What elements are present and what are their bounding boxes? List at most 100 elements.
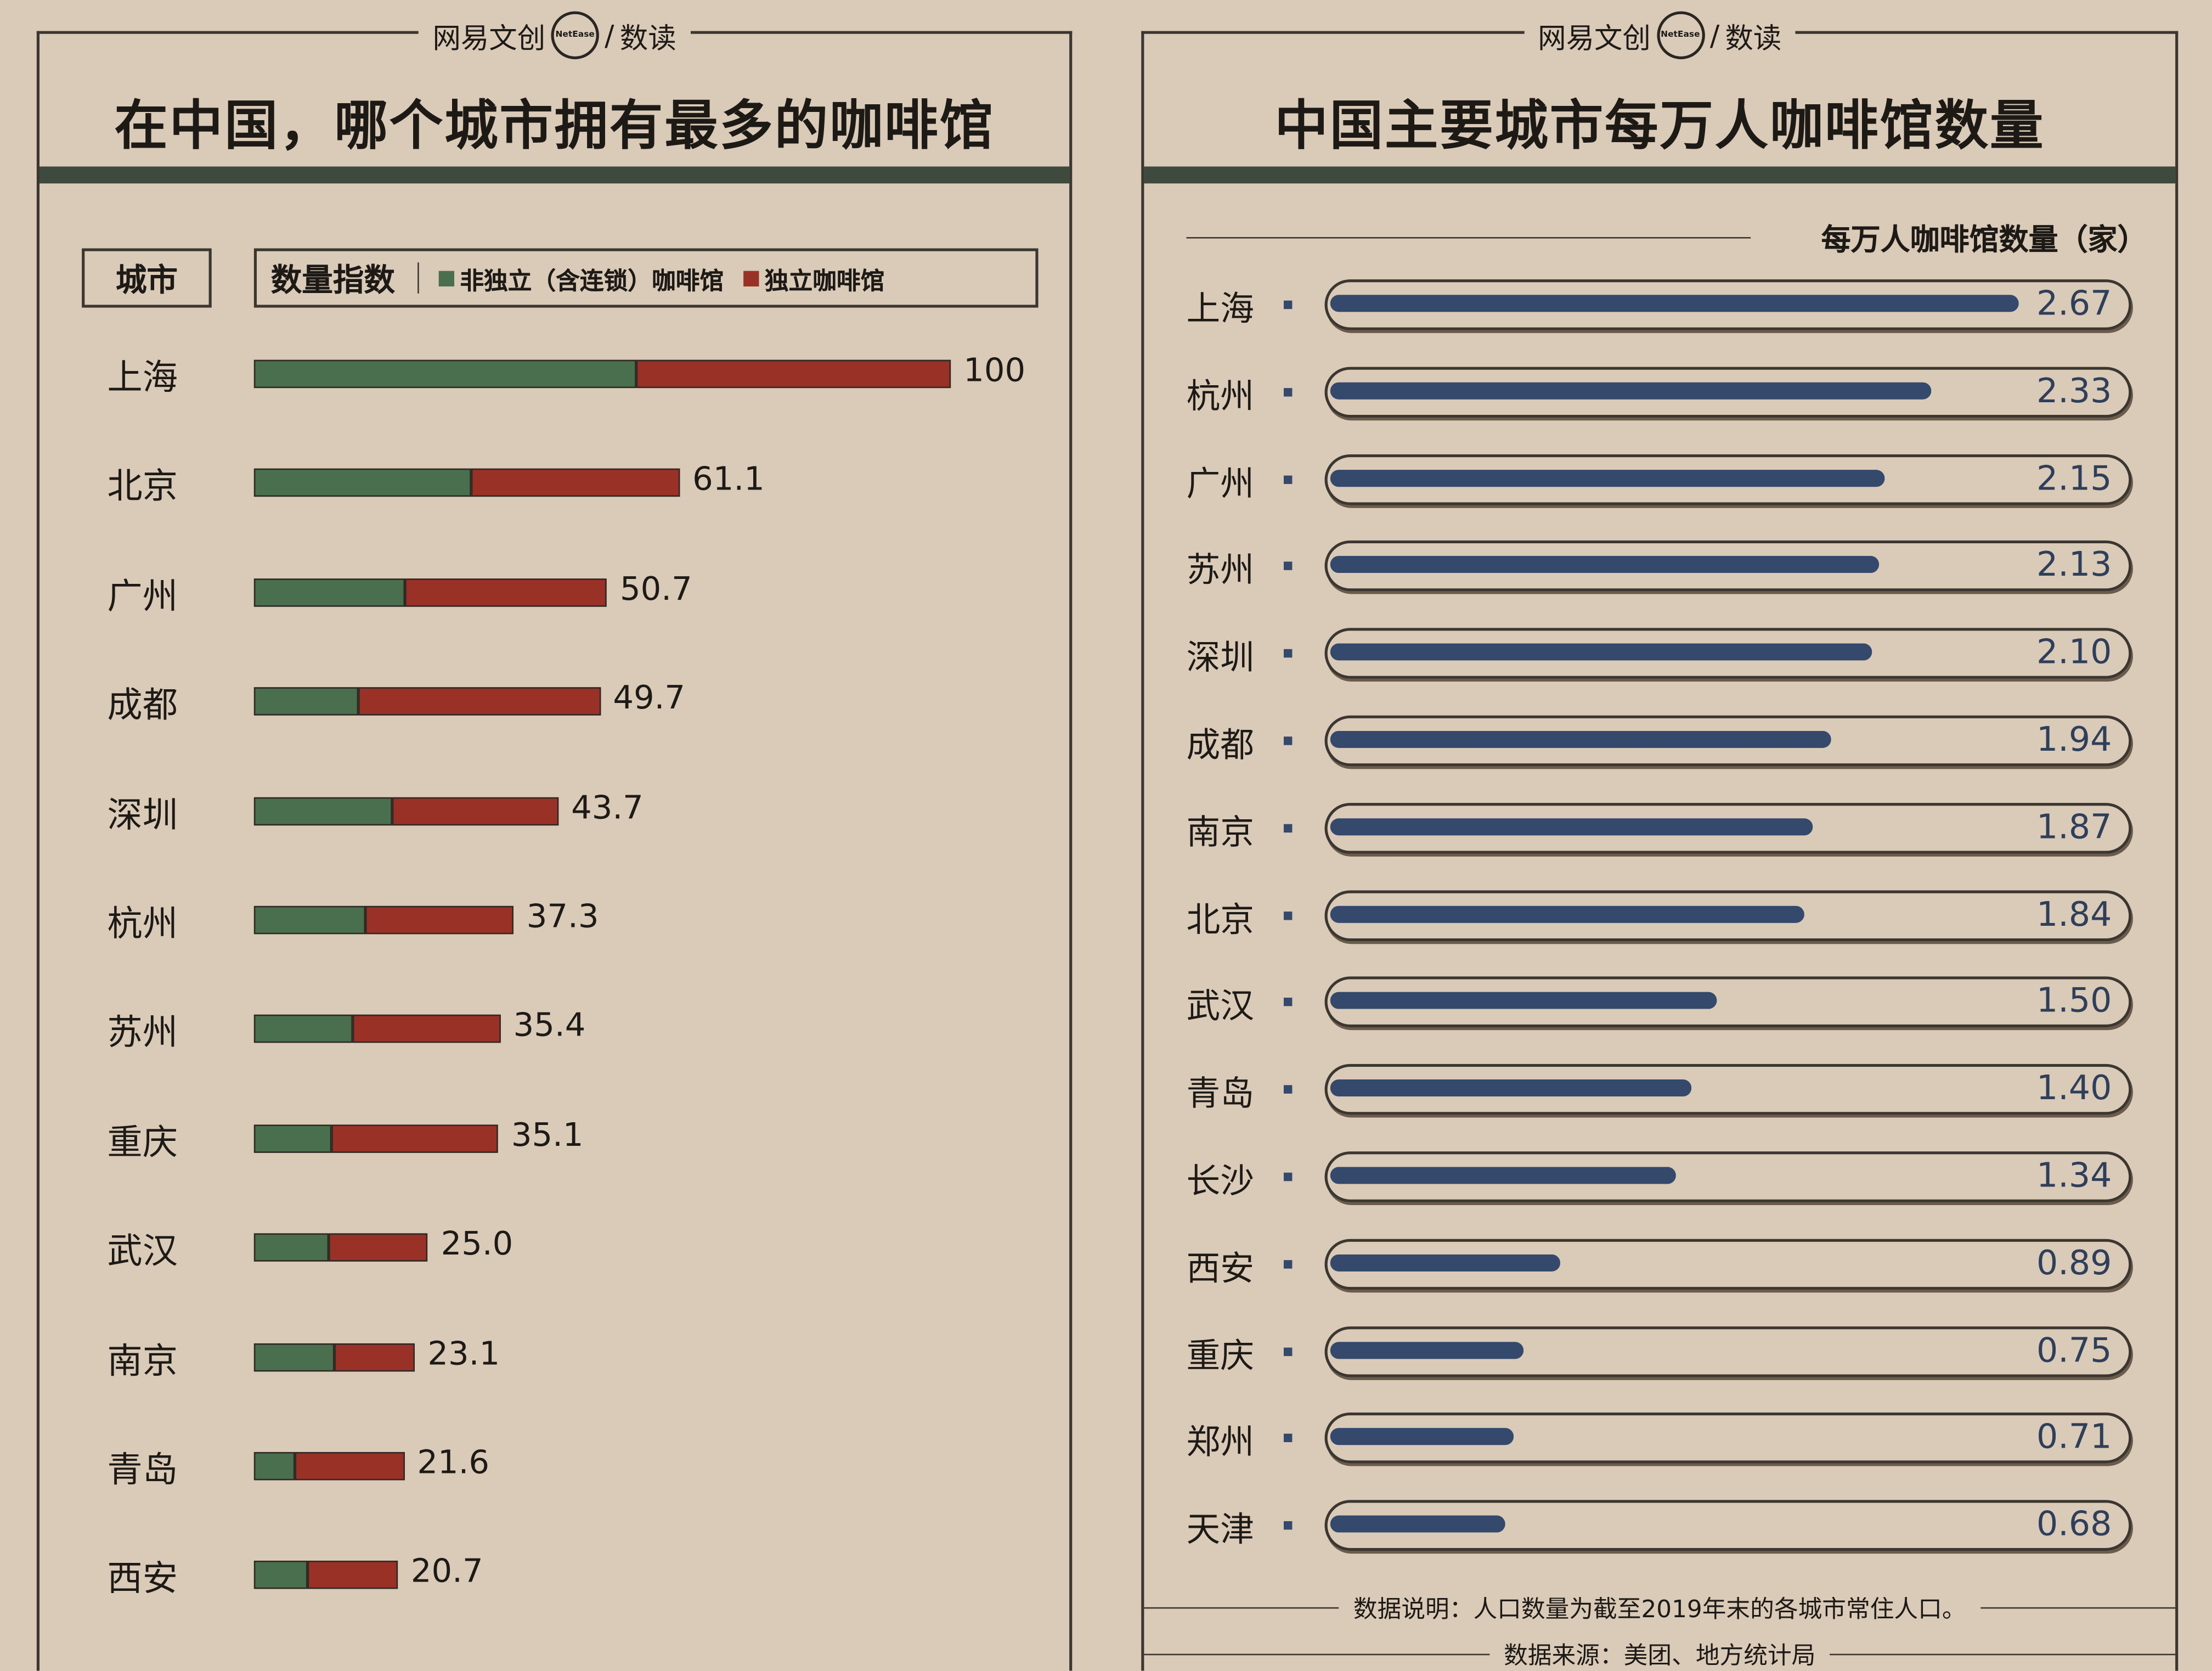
chart-row: 成都 49.7 <box>40 680 1069 725</box>
bar-fill <box>1330 905 1805 922</box>
legend-chain-label: 非独立（含连锁）咖啡馆 <box>460 267 724 296</box>
bar-fill <box>1330 556 1880 573</box>
city-header-label: 城市 <box>115 263 178 300</box>
bar-chain <box>253 578 405 607</box>
brand-slash: / <box>605 18 614 53</box>
value-label: 1.50 <box>2036 981 2112 1021</box>
city-label: 南京 <box>107 1340 178 1381</box>
value-label: 0.89 <box>2036 1242 2112 1282</box>
bullet-icon <box>1283 1347 1293 1356</box>
bar-fill <box>1330 1341 1524 1359</box>
value-label: 0.71 <box>2036 1417 2112 1457</box>
chart-row: 北京 61.1 <box>40 462 1069 507</box>
bullet-icon <box>1283 649 1293 658</box>
bar-track: 2.67 <box>1324 279 2132 330</box>
bar-chain <box>253 359 637 389</box>
chart-row: 郑州 0.71 <box>1144 1413 2175 1464</box>
city-label: 郑州 <box>1186 1422 1254 1462</box>
bar-chain <box>253 905 366 935</box>
city-label: 广州 <box>1186 463 1254 503</box>
chart-row: 杭州 2.33 <box>1144 367 2175 418</box>
city-label: 武汉 <box>107 1230 178 1272</box>
brand-sub: 数读 <box>619 20 676 54</box>
bar-independent <box>405 578 607 607</box>
bullet-icon <box>1283 1172 1293 1181</box>
chart-row: 西安 0.89 <box>1144 1239 2175 1290</box>
bar-independent <box>331 1124 499 1153</box>
city-label: 苏州 <box>107 1012 178 1054</box>
bar-independent <box>365 905 514 935</box>
city-label: 长沙 <box>1186 1161 1254 1201</box>
brand-sub: 数读 <box>1725 20 1782 54</box>
value-label: 1.84 <box>2036 894 2112 934</box>
chart-row: 深圳 2.10 <box>1144 628 2175 679</box>
chart-row: 天津 0.68 <box>1144 1500 2175 1551</box>
left-panel: 网易文创 NetEase / 数读 在中国，哪个城市拥有最多的咖啡馆 城市 数量… <box>36 11 1073 1671</box>
value-label: 2.15 <box>2036 458 2112 498</box>
title-band <box>1144 166 2176 184</box>
city-label: 深圳 <box>107 794 178 835</box>
value-label: 43.7 <box>571 789 644 826</box>
bar-chain <box>253 1124 331 1153</box>
city-label: 重庆 <box>1186 1336 1254 1376</box>
bullet-icon <box>1283 1085 1293 1094</box>
chart-row: 成都 1.94 <box>1144 715 2175 767</box>
value-label: 23.1 <box>427 1336 500 1372</box>
city-header: 城市 <box>82 248 212 308</box>
city-label: 青岛 <box>1186 1074 1254 1114</box>
bullet-icon <box>1283 562 1293 571</box>
bar-chain <box>253 687 359 716</box>
bar-chain <box>253 469 472 498</box>
data-source-text: 数据来源：美团、地方统计局 <box>1489 1642 1830 1671</box>
bar-fill <box>1330 469 1885 487</box>
value-label: 20.7 <box>410 1554 483 1591</box>
bullet-icon <box>1283 1521 1293 1530</box>
bar-track: 0.89 <box>1324 1239 2132 1290</box>
value-label: 100 <box>963 352 1026 390</box>
bar-independent <box>636 359 951 389</box>
city-label: 广州 <box>107 575 178 617</box>
value-label: 1.40 <box>2036 1068 2112 1109</box>
bar-track: 0.71 <box>1324 1413 2132 1464</box>
value-label: 49.7 <box>613 680 686 717</box>
brand-logo: 网易文创 NetEase / 数读 <box>418 11 691 59</box>
city-label: 苏州 <box>1186 550 1254 590</box>
legend-swatch-red <box>743 270 759 286</box>
chart-row: 深圳 43.7 <box>40 789 1069 835</box>
bar-fill <box>1330 1516 1506 1533</box>
data-source: 数据来源：美团、地方统计局 <box>1144 1635 2176 1671</box>
city-label: 成都 <box>1186 725 1254 765</box>
bar-independent <box>328 1233 428 1262</box>
bar-track: 1.84 <box>1324 890 2132 941</box>
netease-ring-icon: NetEase <box>1656 11 1705 59</box>
bullet-icon <box>1283 998 1293 1007</box>
bar-fill <box>1330 1079 1691 1097</box>
legend-box: 数量指数 非独立（含连锁）咖啡馆 独立咖啡馆 <box>253 248 1039 308</box>
city-label: 上海 <box>1186 289 1254 329</box>
city-label: 成都 <box>107 684 178 726</box>
city-label: 深圳 <box>1186 638 1254 678</box>
bar-fill <box>1330 1428 1514 1446</box>
legend-independent-label: 独立咖啡馆 <box>764 267 885 296</box>
city-label: 西安 <box>1186 1248 1254 1289</box>
right-title: 中国主要城市每万人咖啡馆数量 <box>1274 94 2045 157</box>
axis-line <box>1186 237 1751 239</box>
legend-chain: 非独立（含连锁）咖啡馆 <box>438 260 724 296</box>
bar-chain <box>253 1233 329 1262</box>
value-label: 2.10 <box>2036 632 2112 672</box>
bar-fill <box>1330 992 1718 1010</box>
city-label: 西安 <box>107 1558 178 1600</box>
bar-track: 0.75 <box>1324 1326 2132 1377</box>
city-label: 北京 <box>1186 899 1254 939</box>
brand-name: 网易文创 <box>1538 20 1651 54</box>
bar-independent <box>295 1451 405 1481</box>
chart-row: 上海 100 <box>40 352 1069 398</box>
city-label: 天津 <box>1186 1510 1254 1550</box>
bullet-icon <box>1283 300 1293 310</box>
title-band <box>39 166 1070 184</box>
bar-track: 1.40 <box>1324 1064 2132 1115</box>
right-panel: 网易文创 NetEase / 数读 中国主要城市每万人咖啡馆数量 每万人咖啡馆数… <box>1141 11 2179 1671</box>
bar-track: 1.94 <box>1324 715 2132 767</box>
value-label: 0.68 <box>2036 1504 2112 1544</box>
